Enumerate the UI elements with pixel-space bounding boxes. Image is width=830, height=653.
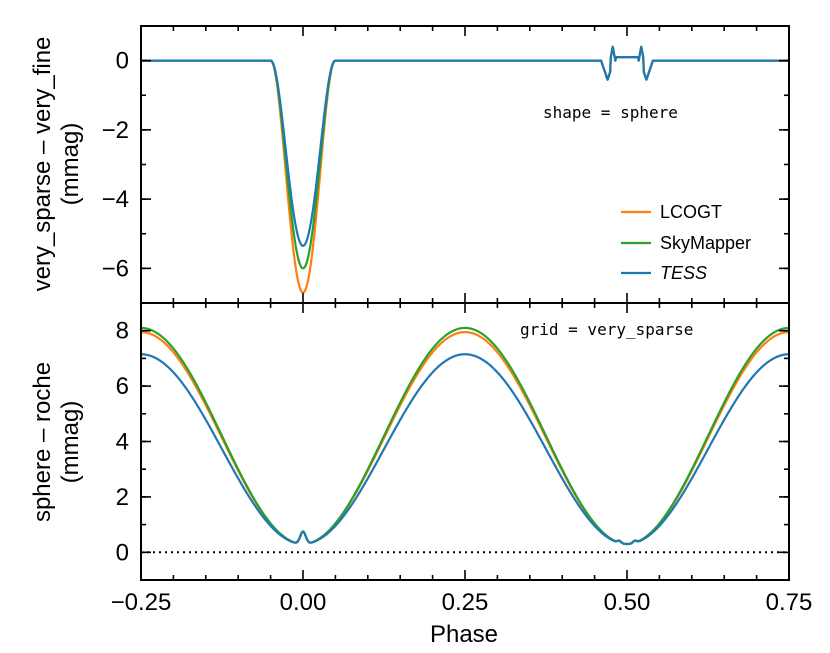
bottom-ytick-label: 2 xyxy=(116,484,129,511)
bottom-ytick-label: 4 xyxy=(116,429,129,456)
bottom-line-skymapper xyxy=(140,326,790,546)
xtick-label: 0.75 xyxy=(766,589,813,616)
bottom-xtick-labels: −0.25 0.00 0.25 0.50 0.75 xyxy=(111,589,813,616)
bottom-ytick-labels: 0 2 4 6 8 xyxy=(116,318,129,567)
top-ylabel-line2: (mmag) xyxy=(57,123,84,206)
bottom-ylabel-line1: sphere – roche xyxy=(29,362,56,522)
legend-label-skymapper: SkyMapper xyxy=(660,233,751,253)
bottom-line-tess xyxy=(140,353,790,546)
bottom-ticks xyxy=(140,302,790,581)
bottom-ylabel-line2: (mmag) xyxy=(57,401,84,484)
top-ytick-labels: 0 −2 −4 −6 xyxy=(102,48,129,283)
x-axis-label: Phase xyxy=(430,621,498,648)
top-ytick-label: −6 xyxy=(102,255,129,282)
top-ticks xyxy=(140,25,790,304)
top-annotation: shape = sphere xyxy=(543,103,678,122)
top-ylabel-line1: very_sparse – very_fine xyxy=(29,37,56,292)
legend: LCOGT SkyMapper TESS xyxy=(621,202,751,283)
bottom-ytick-label: 6 xyxy=(116,373,129,400)
xtick-label: 0.50 xyxy=(604,589,651,616)
bottom-panel: 0 2 4 6 8 −0.25 0.00 0.25 0.50 0.75 grid = very_… xyxy=(29,302,813,648)
top-ytick-label: −4 xyxy=(102,186,129,213)
xtick-label: 0.00 xyxy=(280,589,327,616)
legend-label-lcogt: LCOGT xyxy=(660,202,722,222)
top-line-tess xyxy=(140,45,790,247)
top-series-group xyxy=(140,45,790,294)
top-panel: 0 −2 −4 −6 shape = sphere LCOGT SkyMapper T… xyxy=(29,25,790,304)
top-line-lcogt xyxy=(140,45,790,294)
bottom-ytick-label: 8 xyxy=(116,318,129,345)
bottom-annotation: grid = very_sparse xyxy=(520,320,693,339)
xtick-label: 0.25 xyxy=(442,589,489,616)
xtick-label: −0.25 xyxy=(111,589,172,616)
legend-label-tess: TESS xyxy=(660,263,707,283)
top-ytick-label: 0 xyxy=(116,48,129,75)
bottom-series-group xyxy=(140,326,790,546)
bottom-frame xyxy=(140,302,790,581)
bottom-line-lcogt xyxy=(140,330,790,546)
top-ytick-label: −2 xyxy=(102,117,129,144)
top-frame xyxy=(140,25,790,304)
bottom-ytick-label: 0 xyxy=(116,539,129,566)
